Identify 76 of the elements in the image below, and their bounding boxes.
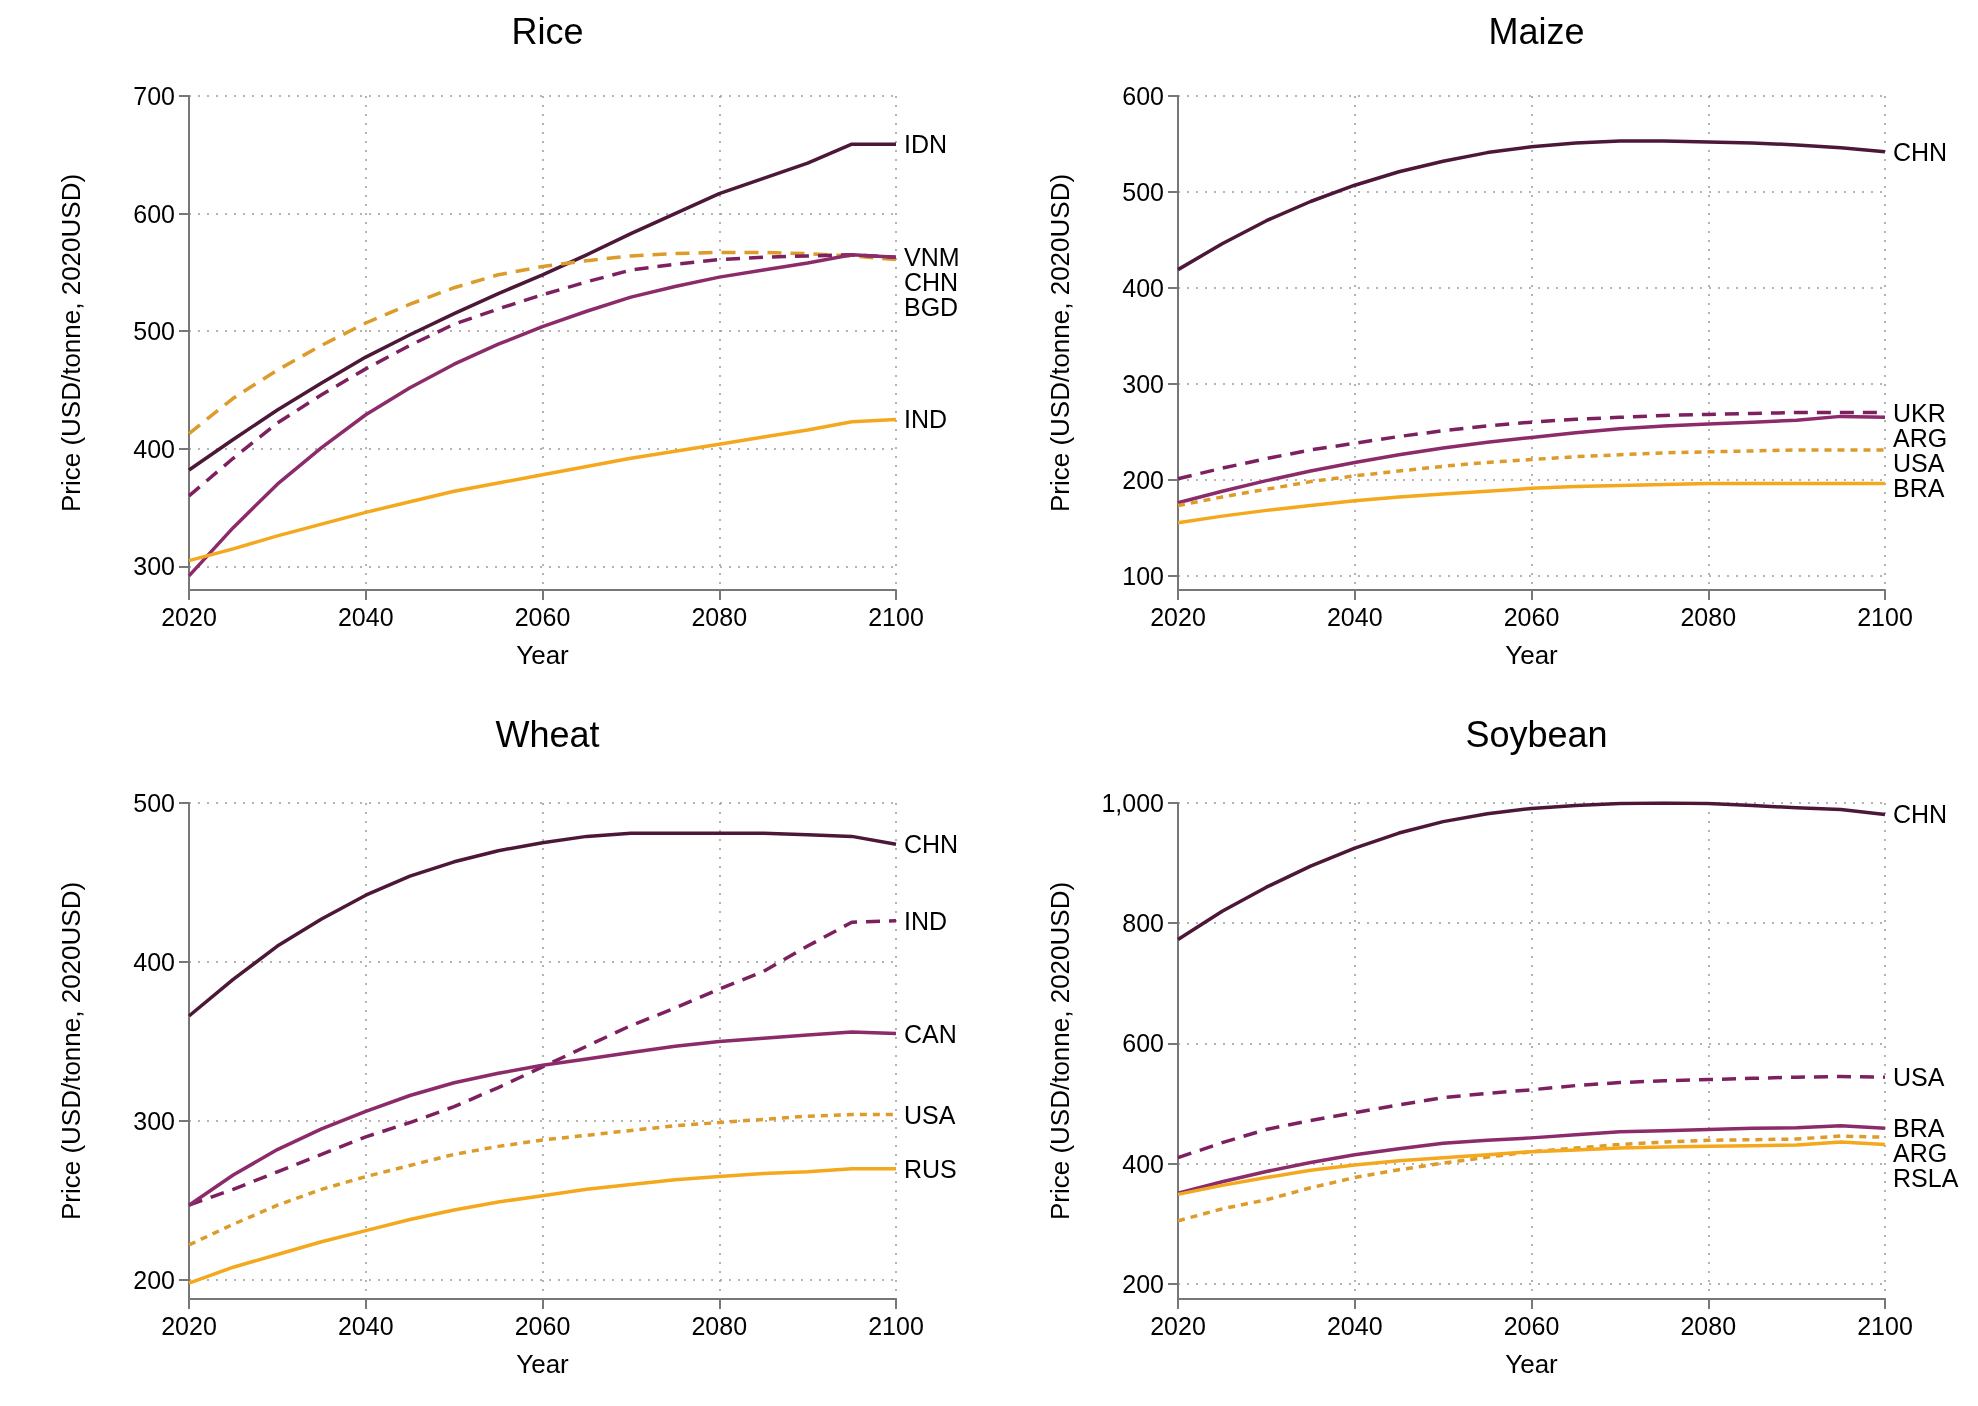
x-tick-label: 2040 <box>337 602 394 631</box>
y-tick-label: 600 <box>133 199 175 228</box>
x-axis-title: Year <box>516 640 570 670</box>
chart-title: Maize <box>1488 10 1585 52</box>
line-series <box>187 1166 898 1285</box>
x-axis-title: Year <box>1505 1349 1559 1379</box>
x-tick-label: 2080 <box>691 1311 748 1340</box>
x-tick-label: 2080 <box>691 602 748 631</box>
y-axis-title: Price (USD/tonne, 2020USD) <box>1045 173 1075 513</box>
line-series <box>187 250 898 436</box>
x-tick-label: 2080 <box>1680 602 1737 631</box>
y-axis-title: Price (USD/tonne, 2020USD) <box>1045 881 1075 1221</box>
line-series <box>1176 481 1887 525</box>
x-tick-label: 2020 <box>1150 1311 1206 1340</box>
x-tick-label: 2020 <box>161 1311 217 1340</box>
y-tick-label: 700 <box>133 82 175 110</box>
y-tick-label: 200 <box>133 1265 175 1294</box>
x-tick-label: 2100 <box>1857 602 1913 631</box>
line-series <box>187 918 898 1207</box>
x-axis-title: Year <box>1505 640 1559 670</box>
y-axis-title: Price (USD/tonne, 2020USD) <box>56 881 86 1221</box>
series-label: CHN <box>1893 800 1948 829</box>
line-series <box>187 142 898 472</box>
line-series <box>187 1030 898 1207</box>
series-label: CHN <box>904 830 959 859</box>
line-series <box>1176 139 1887 272</box>
y-tick-label: 200 <box>1122 465 1164 494</box>
y-tick-label: 400 <box>1122 273 1164 302</box>
x-tick-label: 2060 <box>1503 602 1560 631</box>
x-axis-title: Year <box>516 1349 570 1379</box>
series-label: IDN <box>904 130 948 159</box>
chart-title: Rice <box>511 10 584 52</box>
line-series <box>1176 1124 1887 1195</box>
series-label: IND <box>904 906 948 935</box>
x-tick-label: 2060 <box>1503 1311 1560 1340</box>
y-tick-label: 400 <box>1122 1149 1164 1178</box>
x-tick-label: 2060 <box>514 1311 571 1340</box>
y-tick-label: 800 <box>1122 909 1164 938</box>
line-series <box>1176 1074 1887 1160</box>
y-tick-label: 500 <box>133 789 175 817</box>
line-series <box>1176 1140 1887 1197</box>
x-tick-label: 2040 <box>1326 1311 1383 1340</box>
y-tick-label: 100 <box>1122 561 1164 590</box>
y-tick-label: 300 <box>133 552 175 581</box>
y-tick-label: 300 <box>1122 369 1164 398</box>
y-tick-label: 600 <box>1122 82 1164 110</box>
x-tick-label: 2100 <box>1857 1311 1913 1340</box>
x-tick-label: 2020 <box>1150 602 1206 631</box>
x-tick-label: 2080 <box>1680 1311 1737 1340</box>
y-tick-label: 600 <box>1122 1029 1164 1058</box>
y-tick-label: 400 <box>133 947 175 976</box>
y-tick-label: 200 <box>1122 1269 1164 1298</box>
line-series <box>187 417 898 563</box>
series-label: USA <box>904 1100 956 1129</box>
y-tick-label: 1,000 <box>1101 789 1164 817</box>
chart-title: Wheat <box>495 713 600 755</box>
line-series <box>1176 414 1887 505</box>
y-tick-label: 400 <box>133 434 175 463</box>
series-label: CHN <box>1893 137 1948 166</box>
line-series <box>187 831 898 1018</box>
y-tick-label: 500 <box>1122 177 1164 206</box>
series-label: RUS <box>904 1154 957 1183</box>
x-tick-label: 2100 <box>868 602 924 631</box>
y-axis-title: Price (USD/tonne, 2020USD) <box>56 173 86 513</box>
x-tick-label: 2020 <box>161 602 217 631</box>
y-tick-label: 300 <box>133 1106 175 1135</box>
series-label: CAN <box>904 1019 957 1048</box>
y-tick-label: 500 <box>133 317 175 346</box>
x-tick-label: 2040 <box>1326 602 1383 631</box>
chart-title: Soybean <box>1465 713 1608 755</box>
x-tick-label: 2060 <box>514 602 571 631</box>
x-tick-label: 2040 <box>337 1311 394 1340</box>
series-label: IND <box>904 405 948 434</box>
x-tick-label: 2100 <box>868 1311 924 1340</box>
line-series <box>187 253 898 578</box>
series-label: USA <box>1893 1063 1945 1092</box>
